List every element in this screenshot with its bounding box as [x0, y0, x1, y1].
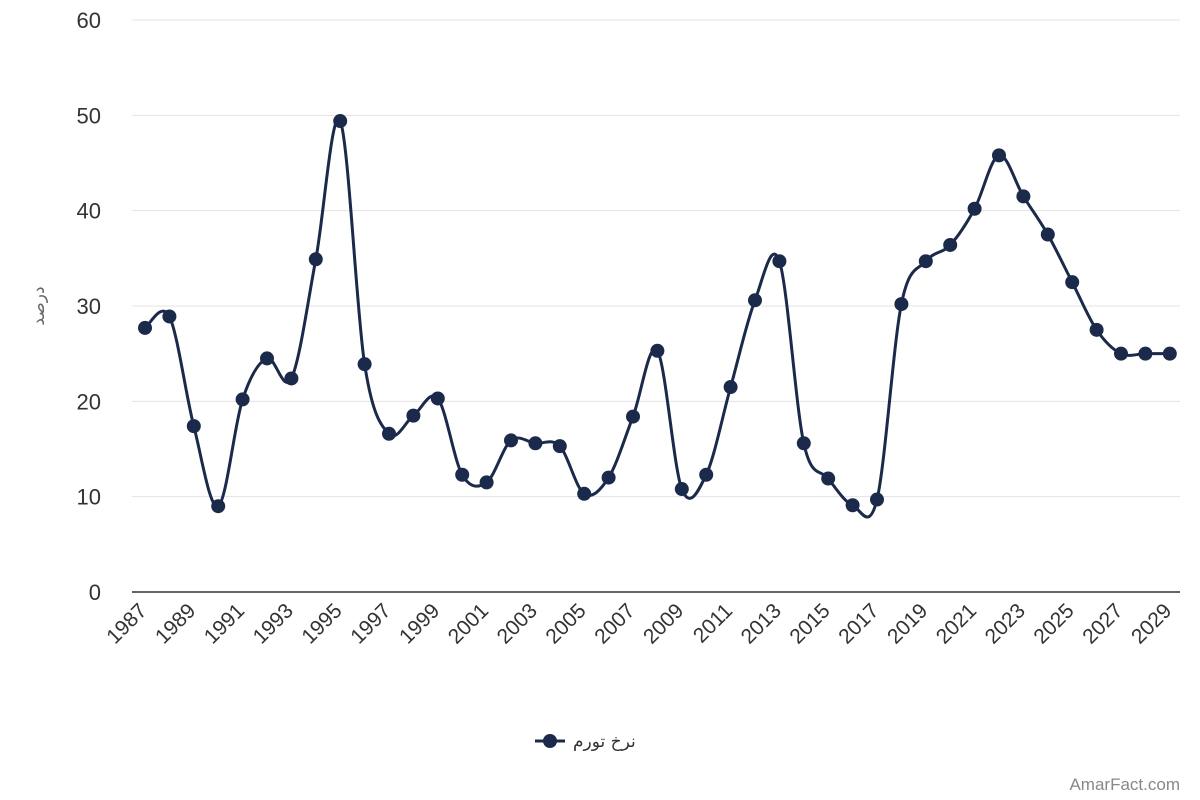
legend-label: نرخ تورم — [573, 732, 636, 752]
series-layer — [138, 114, 1177, 519]
x-tick-label: 1993 — [249, 599, 298, 648]
y-axis-ticks: 0 10 20 30 40 50 60 — [77, 8, 101, 605]
x-tick-label: 1989 — [151, 599, 200, 648]
x-tick-label: 2017 — [834, 599, 883, 648]
data-point — [1162, 346, 1177, 361]
y-tick-label: 20 — [77, 389, 101, 414]
x-tick-label: 2027 — [1078, 599, 1127, 648]
x-tick-label: 2009 — [639, 599, 688, 648]
data-point — [1016, 189, 1031, 204]
data-point — [577, 486, 592, 501]
data-point — [211, 499, 226, 514]
data-point — [772, 254, 787, 269]
data-point — [870, 492, 884, 507]
data-point — [1065, 275, 1080, 290]
x-tick-label: 2025 — [1029, 599, 1078, 648]
data-point — [479, 475, 494, 490]
data-point — [260, 351, 274, 366]
x-tick-label: 2003 — [493, 599, 542, 648]
data-point — [333, 114, 348, 129]
x-axis-ticks: 1987 1989 1991 1993 1995 1997 1999 2001 2003 2005… — [102, 599, 1176, 648]
data-point — [504, 433, 518, 448]
x-tick-label: 2029 — [1127, 599, 1176, 648]
grid-lines — [132, 19, 1180, 498]
x-tick-label: 2005 — [541, 599, 590, 648]
watermark: AmarFact.com — [1069, 775, 1180, 794]
data-point — [821, 471, 836, 486]
data-point — [601, 470, 616, 485]
x-tick-label: 2011 — [689, 599, 737, 647]
data-point — [186, 419, 201, 434]
legend[interactable]: نرخ تورم — [535, 732, 636, 752]
data-point — [1114, 346, 1128, 361]
data-point — [748, 293, 762, 308]
x-tick-label: 1997 — [346, 599, 395, 648]
y-tick-label: 0 — [89, 580, 101, 605]
data-point — [455, 467, 470, 482]
x-tick-label: 1999 — [395, 599, 444, 648]
data-point — [1138, 346, 1153, 361]
x-tick-label: 2023 — [981, 599, 1030, 648]
data-point — [943, 237, 958, 252]
data-point — [357, 357, 372, 372]
data-point — [845, 498, 860, 513]
data-point — [284, 371, 299, 386]
y-tick-label: 60 — [77, 8, 101, 33]
x-tick-label: 2019 — [883, 599, 932, 648]
data-point — [308, 252, 323, 267]
x-tick-label: 2021 — [932, 599, 981, 648]
data-point — [699, 467, 714, 482]
x-tick-label: 2001 — [444, 599, 493, 648]
data-point — [138, 320, 152, 335]
data-point — [1089, 322, 1104, 337]
data-point — [552, 439, 567, 454]
y-tick-label: 50 — [77, 103, 101, 128]
x-tick-label: 2007 — [590, 599, 639, 648]
data-point — [235, 392, 250, 407]
data-point — [430, 391, 445, 406]
x-tick-label: 1995 — [297, 599, 346, 648]
y-tick-label: 10 — [77, 485, 101, 510]
data-point — [528, 436, 543, 451]
y-tick-label: 30 — [77, 294, 101, 319]
data-point — [382, 426, 396, 441]
data-point — [723, 380, 738, 395]
x-tick-label: 1991 — [200, 599, 249, 648]
data-point — [162, 309, 177, 324]
data-point — [406, 408, 421, 423]
data-point — [992, 148, 1006, 163]
data-point — [650, 343, 665, 358]
data-point — [626, 409, 640, 424]
data-point — [967, 201, 982, 216]
data-point — [918, 254, 933, 269]
data-point — [796, 436, 811, 451]
series-line — [144, 117, 1170, 519]
legend-marker-swatch — [543, 734, 557, 748]
data-point — [1040, 227, 1055, 242]
y-axis-label: درصد — [29, 286, 49, 325]
y-tick-label: 40 — [77, 199, 101, 224]
data-point — [894, 297, 909, 312]
x-tick-label: 1987 — [102, 599, 151, 648]
x-tick-label: 2013 — [737, 599, 786, 648]
x-tick-label: 2015 — [785, 599, 834, 648]
data-point — [674, 482, 689, 497]
